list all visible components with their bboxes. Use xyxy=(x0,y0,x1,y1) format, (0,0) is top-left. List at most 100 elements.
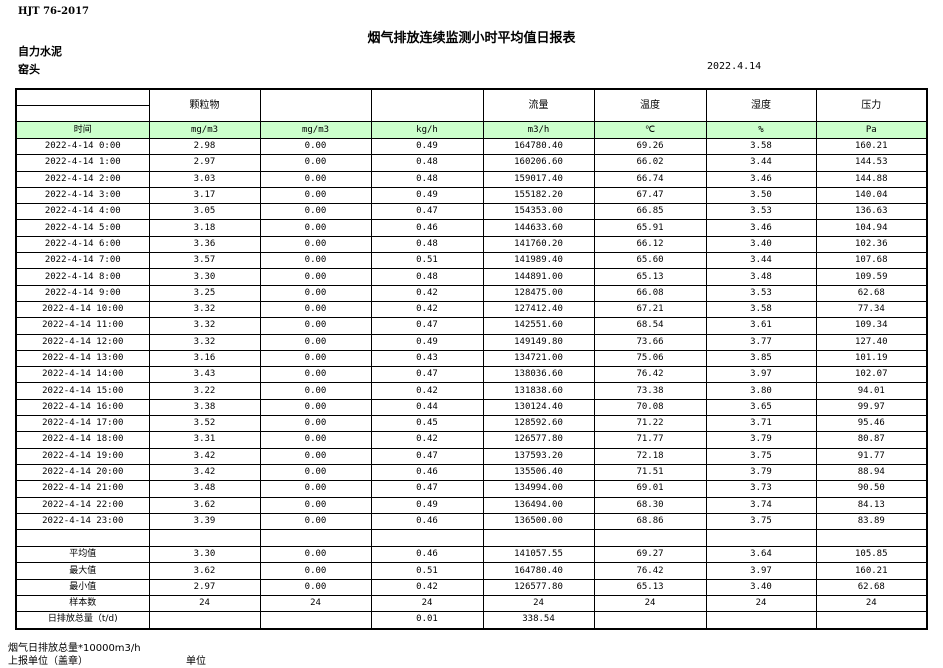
value-cell: 154353.00 xyxy=(482,203,595,221)
value-cell: 73.38 xyxy=(593,382,707,400)
value-cell: 66.12 xyxy=(593,235,707,254)
value-cell: 0.42 xyxy=(370,284,484,302)
time-cell: 2022-4-14 1:00 xyxy=(15,154,150,172)
value-cell: 0.00 xyxy=(259,382,372,400)
time-cell: 2022-4-14 4:00 xyxy=(15,203,150,221)
value-cell: 0.00 xyxy=(259,170,372,188)
value-cell: 99.97 xyxy=(815,398,928,417)
value-cell: 3.43 xyxy=(148,366,261,384)
stat-label: 样本数 xyxy=(15,595,150,613)
value-cell: 68.86 xyxy=(593,512,707,531)
value-cell: 104.94 xyxy=(815,219,928,237)
stat-value: 0.42 xyxy=(370,578,484,597)
value-cell: 67.21 xyxy=(593,300,707,319)
value-cell: 88.94 xyxy=(815,463,928,482)
table-row: 2022-4-14 0:00 2.98 0.00 0.49 164780.40 69.26… xyxy=(15,137,928,156)
value-cell: 141989.40 xyxy=(482,252,595,270)
table-row: 2022-4-14 12:00 3.32 0.00 0.49 149149.80 73.6… xyxy=(15,333,928,351)
value-cell: 0.46 xyxy=(370,463,484,482)
time-cell: 2022-4-14 3:00 xyxy=(15,186,150,205)
stat-value: 3.30 xyxy=(148,546,261,564)
stat-label: 最小值 xyxy=(15,578,150,597)
value-cell: 109.59 xyxy=(815,268,928,286)
value-cell: 71.22 xyxy=(593,415,707,433)
value-cell: 0.00 xyxy=(259,480,372,498)
value-cell: 80.87 xyxy=(815,431,928,449)
stat-value: 24 xyxy=(370,595,484,613)
value-cell: 3.46 xyxy=(705,219,817,237)
value-cell: 3.62 xyxy=(148,496,261,514)
value-cell: 0.47 xyxy=(370,447,484,465)
value-cell: 77.34 xyxy=(815,300,928,319)
table-row: 2022-4-14 17:00 3.52 0.00 0.45 128592.60 71.2… xyxy=(15,415,928,433)
value-cell: 144.88 xyxy=(815,170,928,188)
value-cell: 68.54 xyxy=(593,317,707,335)
value-cell: 0.45 xyxy=(370,415,484,433)
divider xyxy=(17,105,148,106)
value-cell: 159017.40 xyxy=(482,170,595,188)
table-row: 2022-4-14 16:00 3.38 0.00 0.44 130124.40 70.0… xyxy=(15,398,928,417)
value-cell: 76.42 xyxy=(593,366,707,384)
value-cell: 0.00 xyxy=(259,154,372,172)
value-cell: 137593.20 xyxy=(482,447,595,465)
value-cell: 0.00 xyxy=(259,333,372,351)
unit-cell: % xyxy=(705,121,817,139)
value-cell: 0.49 xyxy=(370,333,484,351)
value-cell: 135506.40 xyxy=(482,463,595,482)
time-cell: 2022-4-14 14:00 xyxy=(15,366,150,384)
value-cell: 3.61 xyxy=(705,317,817,335)
stat-value xyxy=(593,611,707,630)
empty-cell xyxy=(370,529,484,548)
value-cell: 128592.60 xyxy=(482,415,595,433)
value-cell: 0.42 xyxy=(370,300,484,319)
value-cell: 160.21 xyxy=(815,137,928,156)
time-cell: 2022-4-14 15:00 xyxy=(15,382,150,400)
stat-value: 65.13 xyxy=(593,578,707,597)
value-cell: 142551.60 xyxy=(482,317,595,335)
unit-cell: 时间 xyxy=(15,121,150,139)
value-cell: 68.30 xyxy=(593,496,707,514)
value-cell: 3.17 xyxy=(148,186,261,205)
stat-value: 0.01 xyxy=(370,611,484,630)
value-cell: 0.47 xyxy=(370,203,484,221)
value-cell: 130124.40 xyxy=(482,398,595,417)
value-cell: 3.97 xyxy=(705,366,817,384)
value-cell: 0.49 xyxy=(370,186,484,205)
value-cell: 3.32 xyxy=(148,317,261,335)
value-cell: 3.25 xyxy=(148,284,261,302)
value-cell: 3.58 xyxy=(705,137,817,156)
value-cell: 0.42 xyxy=(370,431,484,449)
value-cell: 3.44 xyxy=(705,252,817,270)
stat-value: 69.27 xyxy=(593,546,707,564)
standard-code: HJT 76-2017 xyxy=(18,6,90,17)
value-cell: 3.31 xyxy=(148,431,261,449)
stat-value: 338.54 xyxy=(482,611,595,630)
value-cell: 73.66 xyxy=(593,333,707,351)
empty-cell xyxy=(593,529,707,548)
report-table: 颗粒物 流量 温度 湿度 压力 时间 mg/m3 mg/m3 kg/h m3/h ℃% Pa 2022-… xyxy=(15,88,928,630)
value-cell: 0.00 xyxy=(259,219,372,237)
empty-cell xyxy=(148,529,261,548)
value-cell: 3.05 xyxy=(148,203,261,221)
value-cell: 141760.20 xyxy=(482,235,595,254)
stats-row: 日排放总量（t/d) 0.01 338.54 xyxy=(15,611,928,630)
time-cell: 2022-4-14 13:00 xyxy=(15,349,150,368)
value-cell: 84.13 xyxy=(815,496,928,514)
value-cell: 91.77 xyxy=(815,447,928,465)
value-cell: 0.00 xyxy=(259,252,372,270)
value-cell: 3.22 xyxy=(148,382,261,400)
value-cell: 67.47 xyxy=(593,186,707,205)
stat-value: 3.97 xyxy=(705,562,817,580)
value-cell: 0.00 xyxy=(259,268,372,286)
value-cell: 127.40 xyxy=(815,333,928,351)
stat-value: 62.68 xyxy=(815,578,928,597)
value-cell: 0.00 xyxy=(259,300,372,319)
value-cell: 3.65 xyxy=(705,398,817,417)
unit-cell: kg/h xyxy=(370,121,484,139)
value-cell: 0.00 xyxy=(259,398,372,417)
value-cell: 69.26 xyxy=(593,137,707,156)
stat-value: 141057.55 xyxy=(482,546,595,564)
value-cell: 127412.40 xyxy=(482,300,595,319)
table-row: 2022-4-14 7:00 3.57 0.00 0.51 141989.40 65.60… xyxy=(15,252,928,270)
value-cell: 3.38 xyxy=(148,398,261,417)
